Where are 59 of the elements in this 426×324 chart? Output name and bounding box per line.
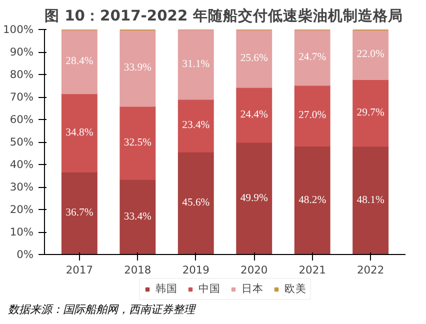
y-tick-label: 30%	[10, 180, 34, 194]
y-tick-label: 40%	[10, 158, 34, 171]
data-label: 48.2%	[298, 194, 326, 206]
data-label: 23.4%	[182, 120, 210, 132]
y-tick-label: 60%	[10, 113, 34, 126]
bar	[236, 86, 272, 143]
y-tick-label: 100%	[3, 23, 34, 36]
x-tick-label: 2021	[298, 264, 326, 276]
bar	[352, 146, 389, 254]
bar	[178, 30, 214, 100]
x-tick-label: 2019	[182, 264, 210, 276]
legend-label: 日本	[242, 282, 264, 296]
data-label: 25.6%	[240, 53, 268, 64]
x-tick-label: 2022	[357, 264, 384, 276]
source-note: 数据来源：国际船舶网，西南证券整理	[8, 302, 195, 318]
y-tick-label: 50%	[10, 136, 34, 148]
x-tick-label: 2017	[66, 264, 93, 276]
bar	[178, 151, 214, 254]
bar	[120, 30, 156, 107]
bar	[61, 171, 98, 254]
data-label: 27.0%	[298, 110, 326, 122]
y-tick-label: 70%	[10, 90, 34, 104]
legend-label: 中国	[198, 282, 220, 296]
bar	[294, 30, 330, 86]
bar	[61, 30, 98, 94]
data-label: 49.9%	[240, 192, 268, 204]
data-label: 24.7%	[298, 52, 326, 64]
data-label: 34.8%	[66, 127, 94, 138]
data-label: 45.6%	[182, 198, 210, 209]
bar	[120, 178, 156, 254]
data-label: 48.1%	[356, 194, 384, 206]
x-tick-label: 2020	[240, 264, 268, 276]
bar	[352, 30, 389, 80]
bar	[236, 142, 272, 254]
data-label: 28.4%	[66, 56, 94, 68]
data-label: 29.7%	[356, 107, 384, 118]
y-tick-label: 20%	[10, 203, 34, 216]
data-label: 32.5%	[124, 137, 152, 148]
bar	[178, 98, 214, 152]
data-label: 31.1%	[182, 58, 210, 70]
bar	[294, 146, 330, 254]
x-tick-label: 2018	[124, 264, 152, 276]
data-label: 24.4%	[240, 109, 268, 120]
bar	[61, 93, 98, 172]
y-tick-label: 80%	[10, 68, 34, 81]
bar	[352, 78, 389, 147]
data-label: 33.4%	[124, 211, 152, 222]
bar	[120, 106, 156, 180]
y-tick-label: 0%	[16, 248, 34, 261]
chart-title: 图 10：2017-2022 年随船交付低速柴油机制造格局	[44, 6, 403, 24]
bar	[294, 84, 330, 147]
data-label: 33.9%	[124, 62, 152, 74]
y-tick-label: 90%	[10, 46, 34, 58]
legend-label: 欧美	[284, 282, 306, 296]
data-label: 36.7%	[66, 208, 94, 219]
data-label: 22.0%	[356, 49, 384, 60]
y-tick-label: 10%	[10, 226, 34, 238]
bar	[236, 30, 272, 88]
legend-label: 韩国	[156, 282, 178, 296]
